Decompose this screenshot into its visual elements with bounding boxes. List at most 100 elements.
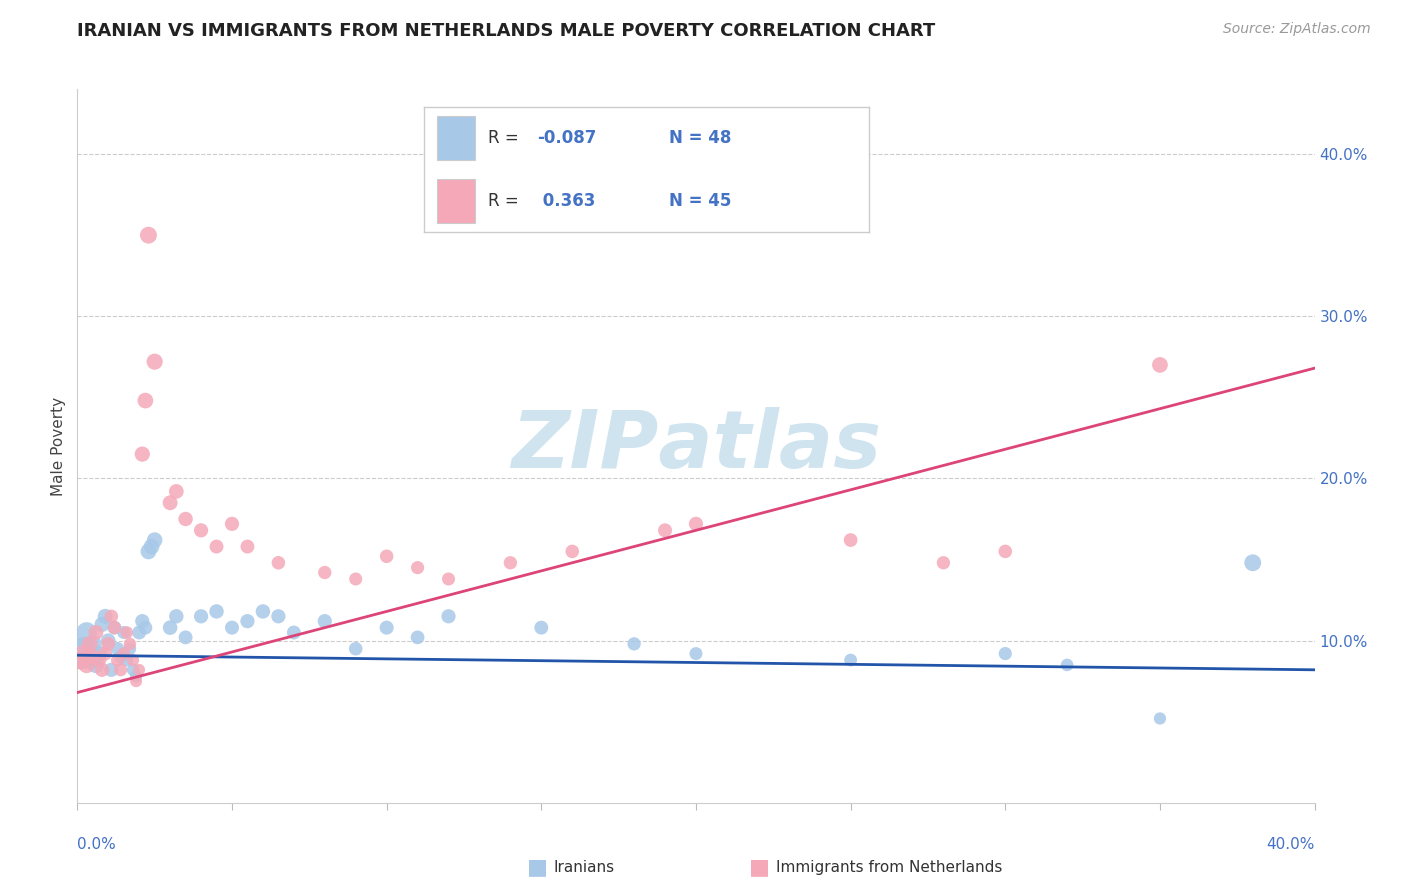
Point	[112, 625, 135, 640]
Point	[138, 544, 160, 558]
Point	[91, 617, 114, 632]
Text: ■: ■	[749, 857, 770, 877]
Point	[252, 604, 274, 618]
Point	[437, 572, 460, 586]
Text: Immigrants from Netherlands: Immigrants from Netherlands	[776, 860, 1002, 874]
Point	[1149, 711, 1171, 725]
Point	[406, 560, 429, 574]
Text: ZIP​atlas: ZIP​atlas	[510, 407, 882, 485]
Point	[221, 621, 243, 635]
Point	[561, 544, 583, 558]
Point	[190, 609, 212, 624]
Point	[110, 663, 132, 677]
Point	[994, 647, 1017, 661]
Point	[100, 663, 122, 677]
Point	[994, 544, 1017, 558]
Point	[91, 663, 114, 677]
Point	[128, 663, 150, 677]
Point	[79, 637, 101, 651]
Point	[221, 516, 243, 531]
Point	[344, 572, 367, 586]
Point	[1149, 358, 1171, 372]
Y-axis label: Male Poverty: Male Poverty	[51, 396, 66, 496]
Point	[654, 524, 676, 538]
Point	[118, 637, 141, 651]
Point	[623, 637, 645, 651]
Point	[205, 604, 228, 618]
Point	[107, 641, 129, 656]
Point	[283, 625, 305, 640]
Point	[97, 637, 120, 651]
Point	[375, 549, 398, 564]
Point	[82, 649, 104, 664]
Point	[131, 614, 153, 628]
Point	[141, 540, 163, 554]
Point	[1241, 556, 1264, 570]
Point	[267, 556, 290, 570]
Point	[94, 647, 117, 661]
Point	[122, 653, 145, 667]
Point	[437, 609, 460, 624]
Point	[143, 533, 166, 547]
Point	[72, 641, 94, 656]
Point	[107, 653, 129, 667]
Point	[159, 621, 181, 635]
Point	[499, 556, 522, 570]
Point	[190, 524, 212, 538]
Text: Iranians: Iranians	[554, 860, 614, 874]
Text: 0.0%: 0.0%	[77, 838, 117, 852]
Text: ■: ■	[526, 857, 547, 877]
Point	[134, 621, 156, 635]
Point	[375, 621, 398, 635]
Point	[685, 647, 707, 661]
Point	[76, 657, 98, 672]
Point	[236, 614, 259, 628]
Point	[314, 566, 336, 580]
Point	[84, 625, 107, 640]
Point	[131, 447, 153, 461]
Point	[79, 653, 101, 667]
Point	[115, 653, 138, 667]
Point	[174, 512, 197, 526]
Point	[87, 647, 110, 661]
Point	[159, 496, 181, 510]
Point	[205, 540, 228, 554]
Point	[138, 228, 160, 243]
Point	[82, 637, 104, 651]
Point	[118, 641, 141, 656]
Point	[165, 609, 187, 624]
Point	[125, 669, 148, 683]
Point	[103, 621, 125, 635]
Point	[103, 621, 125, 635]
Text: IRANIAN VS IMMIGRANTS FROM NETHERLANDS MALE POVERTY CORRELATION CHART: IRANIAN VS IMMIGRANTS FROM NETHERLANDS M…	[77, 22, 935, 40]
Point	[839, 653, 862, 667]
Point	[94, 609, 117, 624]
Point	[100, 609, 122, 624]
Point	[839, 533, 862, 547]
Point	[112, 647, 135, 661]
Point	[530, 621, 553, 635]
Point	[165, 484, 187, 499]
Point	[87, 653, 110, 667]
Point	[122, 663, 145, 677]
Point	[125, 674, 148, 689]
Point	[128, 625, 150, 640]
Point	[72, 647, 94, 661]
Point	[685, 516, 707, 531]
Point	[97, 633, 120, 648]
Point	[69, 653, 91, 667]
Point	[134, 393, 156, 408]
Point	[110, 649, 132, 664]
Point	[236, 540, 259, 554]
Point	[76, 625, 98, 640]
Point	[406, 631, 429, 645]
Point	[1056, 657, 1078, 672]
Point	[344, 641, 367, 656]
Point	[69, 647, 91, 661]
Point	[314, 614, 336, 628]
Point	[115, 625, 138, 640]
Point	[174, 631, 197, 645]
Text: Source: ZipAtlas.com: Source: ZipAtlas.com	[1223, 22, 1371, 37]
Point	[143, 354, 166, 368]
Point	[267, 609, 290, 624]
